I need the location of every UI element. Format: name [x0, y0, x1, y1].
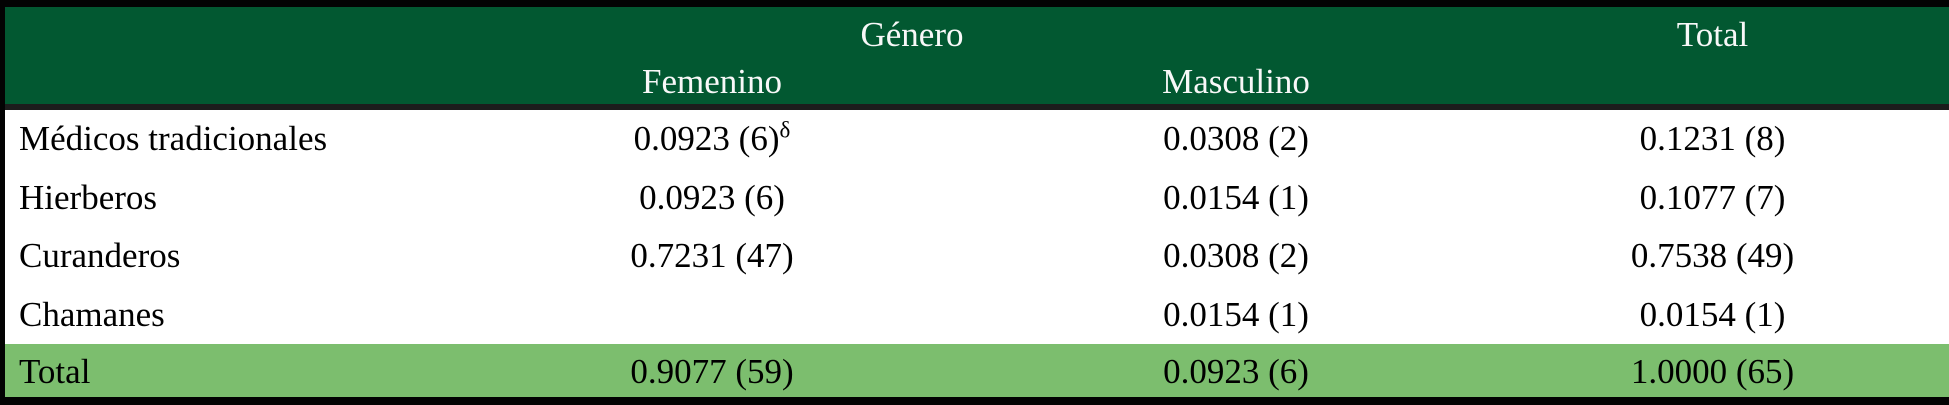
table-body: Médicos tradicionales 0.0923 (6)δ 0.0308… — [5, 110, 1949, 344]
header-femenino: Femenino — [642, 61, 782, 101]
header-group-row: Género Total — [5, 7, 1949, 59]
header-total: Total — [1676, 15, 1749, 54]
cell-masculino: 0.0308 (2) — [1163, 119, 1309, 159]
row-label: Hierberos — [19, 177, 158, 217]
table-row-chamanes: Chamanes 0.0154 (1) 0.0154 (1) — [5, 285, 1949, 344]
row-label: Curanderos — [19, 236, 181, 276]
row-label: Total — [19, 351, 91, 391]
row-label: Chamanes — [19, 294, 165, 334]
header-sub-row: Femenino Masculino — [5, 59, 1949, 104]
cell-total: 0.1231 (8) — [1639, 119, 1786, 159]
table-row-medicos-tradicionales: Médicos tradicionales 0.0923 (6)δ 0.0308… — [5, 110, 1949, 169]
cell-value: 0.0923 (6) — [633, 119, 780, 159]
cell-total: 0.7538 (49) — [1630, 236, 1795, 276]
cell-total: 0.1077 (7) — [1639, 177, 1786, 217]
cell-femenino: 0.0923 (6) — [639, 177, 785, 217]
cell-total: 0.0154 (1) — [1639, 294, 1786, 334]
cell-masculino: 0.0154 (1) — [1163, 177, 1309, 217]
cell-femenino: 0.9077 (59) — [630, 351, 794, 391]
header-masculino: Masculino — [1162, 61, 1310, 101]
footnote-delta: δ — [779, 117, 791, 143]
cell-masculino: 0.0154 (1) — [1163, 294, 1309, 334]
cell-femenino: 0.7231 (47) — [630, 236, 794, 276]
cell-femenino: 0.0923 (6)δ — [393, 119, 911, 159]
table-header: Género Total Femenino Masculino — [5, 7, 1949, 110]
table-row-curanderos: Curanderos 0.7231 (47) 0.0308 (2) 0.7538… — [5, 227, 1949, 286]
table-row-total: Total 0.9077 (59) 0.0923 (6) 1.0000 (65) — [5, 344, 1949, 397]
header-genero: Género — [860, 15, 964, 54]
row-label: Médicos tradicionales — [19, 119, 328, 159]
cell-total: 1.0000 (65) — [1630, 351, 1795, 391]
table-row-hierberos: Hierberos 0.0923 (6) 0.0154 (1) 0.1077 (… — [5, 168, 1949, 227]
cell-masculino: 0.0923 (6) — [1163, 351, 1309, 391]
cell-masculino: 0.0308 (2) — [1163, 236, 1309, 276]
